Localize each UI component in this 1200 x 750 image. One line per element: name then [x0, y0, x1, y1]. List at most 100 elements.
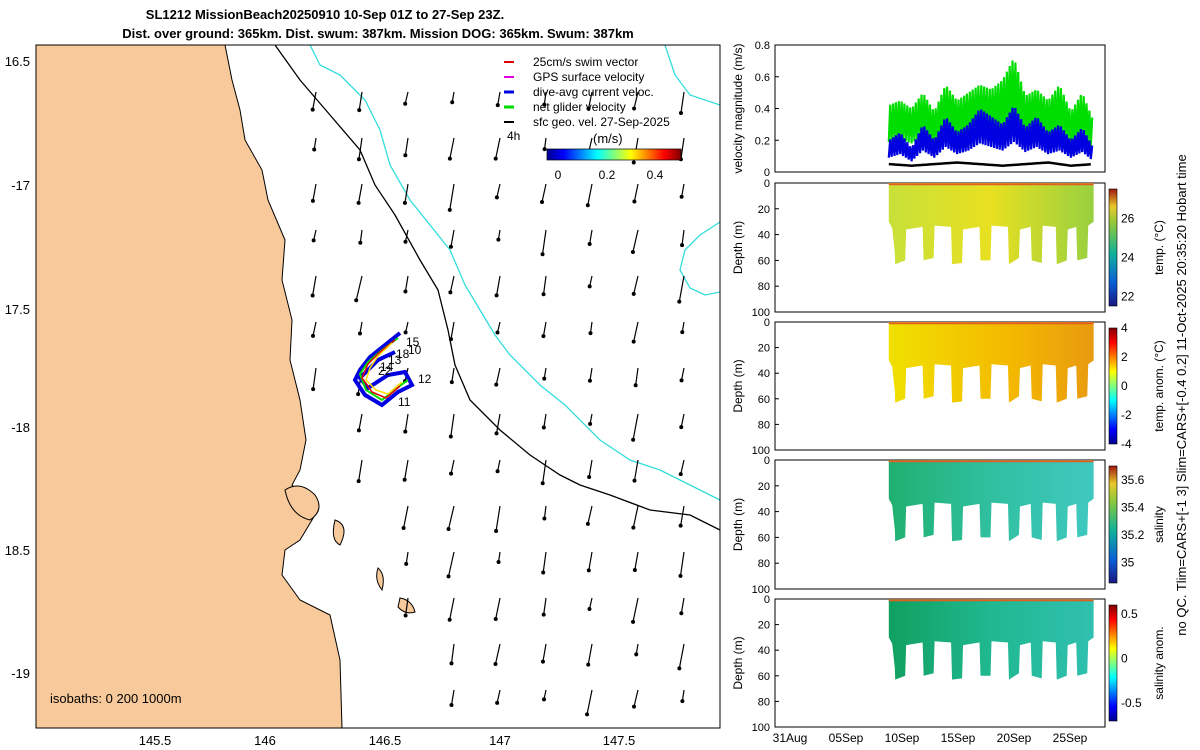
vector-arrow-head	[494, 431, 499, 436]
vector-arrow-head	[402, 200, 407, 205]
vector-arrow-head	[585, 203, 590, 208]
side-annotation: no QC. Tlim=CARS+[-1 3] Slim=CARS+[-0.4 …	[1174, 154, 1189, 635]
vector-arrow-head	[450, 100, 455, 105]
date-tick-label: 25Sep	[1053, 731, 1088, 745]
vector-arrow-shaft	[405, 597, 409, 616]
vector-arrow-head	[495, 330, 500, 335]
vector-arrow-shaft	[680, 367, 685, 381]
colorbar-tick-label: -2	[1121, 408, 1132, 422]
vector-arrow-head	[448, 337, 453, 342]
vector-arrow-shaft	[404, 413, 409, 432]
vector-arrow-head	[356, 392, 361, 397]
temp-anomaly-section-field	[888, 322, 1094, 403]
vector-arrow-head	[496, 237, 501, 242]
colorbar-tick: 0	[555, 168, 562, 182]
vector-arrow-head	[310, 198, 315, 203]
vector-arrow-head	[631, 160, 636, 165]
vector-arrow-shaft	[679, 551, 685, 577]
vector-arrow-head	[494, 293, 499, 298]
track-label-14: 14	[380, 360, 394, 374]
colorbar-tick-label: 35.2	[1121, 528, 1145, 542]
salinity-anomaly-colorbar-label: salinity anom.	[1152, 626, 1166, 699]
vector-arrow-head	[632, 704, 637, 709]
vector-arrow-head	[495, 103, 500, 108]
map-ytick-label: 16.5	[5, 54, 30, 69]
vector-arrow-shaft	[312, 183, 317, 201]
vector-arrow-shaft	[358, 137, 363, 160]
vector-arrow-shaft	[495, 367, 501, 385]
vector-arrow-head	[446, 526, 451, 531]
vector-arrow-head	[311, 333, 316, 338]
vector-arrow-shaft	[632, 413, 639, 440]
map-ytick-label: -19	[11, 666, 30, 681]
vector-arrow-shaft	[495, 597, 501, 620]
track-label-18: 18	[396, 347, 410, 361]
vector-arrow-head	[542, 102, 547, 107]
colorbar-tick-label: 35.6	[1121, 473, 1145, 487]
vector-arrow-head	[356, 200, 361, 205]
colorbar-tick-label: 0.5	[1121, 607, 1138, 621]
track-label-11: 11	[398, 395, 411, 409]
vector-arrow-head	[631, 619, 636, 624]
vector-arrow-shaft	[496, 689, 501, 704]
vector-arrow-shaft	[633, 275, 639, 294]
date-tick-label: 31Aug	[773, 731, 808, 745]
vector-arrow-shaft	[403, 505, 409, 529]
vector-arrow-head	[403, 101, 408, 106]
depth-ytick-label: 40	[758, 368, 770, 380]
legend-label-sfc: sfc geo. vel. 27-Sep-2025	[533, 115, 670, 129]
track-label-13: 13	[388, 353, 402, 367]
depth-ytick-label: 20	[758, 204, 770, 216]
vector-arrow-head	[358, 240, 363, 245]
depth-ytick-label: 0	[764, 594, 770, 606]
vector-arrow-shaft	[450, 413, 455, 437]
vector-arrow-shaft	[589, 229, 593, 245]
vector-arrow-shaft	[634, 551, 639, 571]
vector-arrow-head	[586, 106, 591, 111]
depth-ytick-label: 20	[758, 620, 770, 632]
vector-arrow-head	[586, 568, 591, 573]
vector-arrow-head	[449, 703, 454, 708]
vector-arrow-shaft	[497, 91, 501, 106]
figure-title-line2: Dist. over ground: 365km. Dist. swum: 38…	[122, 26, 634, 41]
vector-arrow-shaft	[447, 551, 455, 577]
vector-arrow-shaft	[543, 413, 547, 428]
velocity-ytick-label: 0	[764, 167, 770, 179]
depth-ytick-label: 60	[758, 255, 770, 267]
salinity-anomaly-panel: 0 20 40 60 80 100 Depth (m) -0.5 0 0.5 salinity an…	[731, 594, 1166, 734]
vector-arrow-shaft	[633, 91, 639, 109]
vector-arrow-head	[587, 242, 592, 247]
depth-ytick-label: 20	[758, 343, 770, 355]
depth-ytick-label: 0	[764, 178, 770, 190]
depth-ytick-label: 100	[752, 584, 770, 596]
vector-arrow-shaft	[678, 275, 685, 302]
legend-label-dive: dive-avg current veloc.	[533, 85, 654, 99]
colorbar-tick-label: 2	[1121, 350, 1128, 364]
map-yaxis: 16.5 -17 17.5 -18 18.5 -19	[5, 54, 30, 681]
depth-ytick-label: 0	[764, 455, 770, 467]
vector-arrow-shaft	[633, 459, 639, 481]
vector-arrow-head	[631, 291, 636, 296]
vector-arrow-head	[542, 697, 547, 702]
map-xaxis: 145.5 146 146.5 147 147.5	[139, 733, 636, 748]
vector-arrow-head	[541, 334, 546, 339]
vector-arrow-shaft	[681, 229, 685, 246]
vector-arrow-head	[311, 387, 316, 392]
vector-arrow-head	[540, 252, 545, 257]
vector-arrow-shaft	[358, 91, 363, 111]
time-label: 4h	[507, 129, 520, 143]
map-xtick-label: 145.5	[139, 733, 172, 748]
vector-arrow-head	[494, 195, 499, 200]
island-4	[376, 567, 384, 592]
depth-ytick-label: 60	[758, 394, 770, 406]
depth-ytick-label: 80	[758, 558, 770, 570]
date-tick-label: 10Sep	[885, 731, 920, 745]
glider-track: 15 10 18 13 14 22 12 11	[352, 331, 432, 409]
vector-arrow-shaft	[542, 643, 547, 662]
vector-arrow-head	[679, 378, 684, 383]
vector-arrow-shaft	[635, 367, 639, 386]
map-colorbar	[546, 148, 682, 161]
vector-arrow-head	[446, 574, 451, 579]
vector-arrow-head	[677, 299, 682, 304]
colorbar-tick-label: 22	[1121, 289, 1135, 303]
